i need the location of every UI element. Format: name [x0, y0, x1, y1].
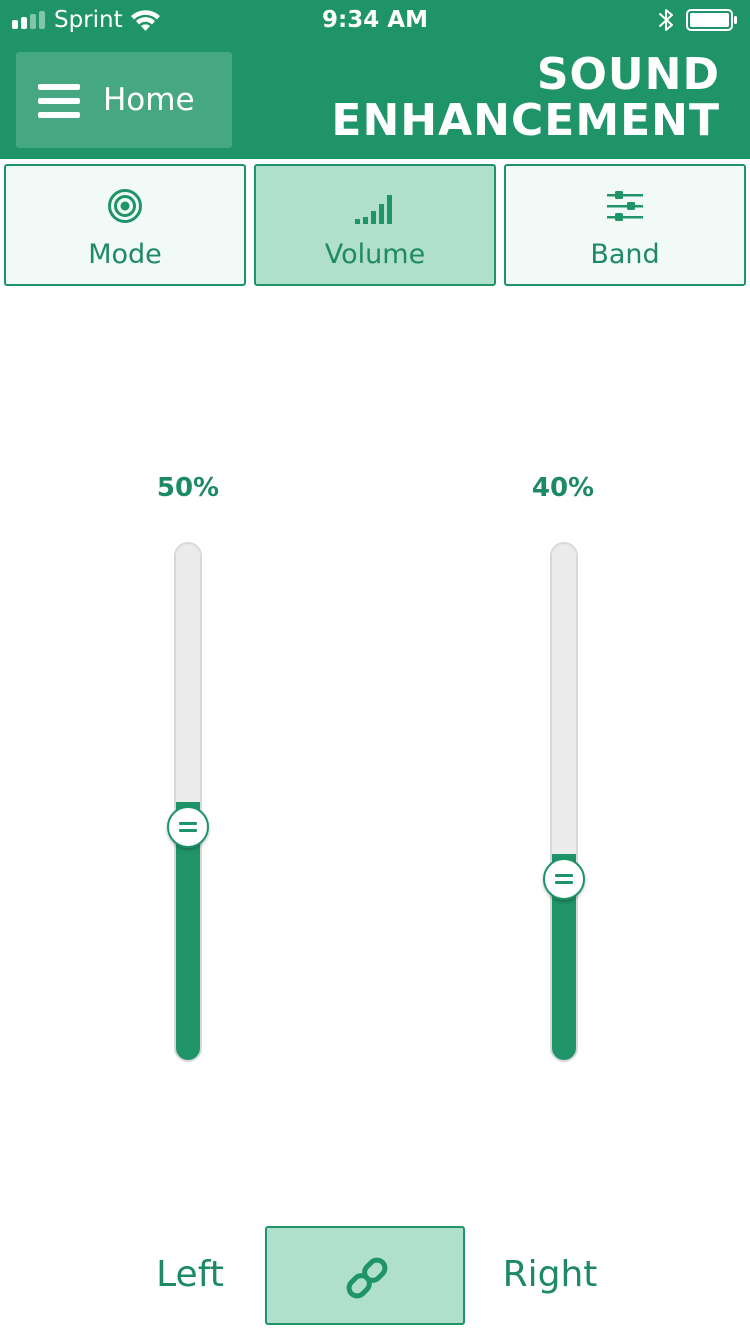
right-channel-label: Right: [502, 1254, 598, 1295]
left-volume-percent: 50%: [156, 473, 220, 503]
sliders-icon: [607, 191, 643, 221]
tab-volume[interactable]: Volume: [254, 164, 496, 286]
target-icon: [108, 189, 142, 223]
left-slider-track[interactable]: [174, 542, 202, 1062]
battery-icon: [686, 9, 737, 31]
left-volume-slider[interactable]: [167, 542, 209, 1062]
page-title-line-1: SOUND: [536, 49, 720, 100]
link-channels-button[interactable]: [265, 1226, 465, 1325]
left-channel-label: Left: [156, 1254, 224, 1295]
left-slider-thumb[interactable]: [167, 806, 209, 848]
home-label: Home: [103, 82, 195, 118]
hamburger-menu-icon: [38, 84, 80, 118]
right-volume-percent: 40%: [531, 473, 595, 503]
right-slider-track[interactable]: [550, 542, 578, 1062]
link-icon: [346, 1257, 388, 1299]
tab-mode[interactable]: Mode: [4, 164, 246, 286]
volume-bars-icon: [355, 195, 392, 224]
page-title-line-2: ENHANCEMENT: [331, 95, 720, 146]
wifi-icon: [131, 10, 160, 31]
tab-band[interactable]: Band: [504, 164, 746, 286]
right-volume-slider[interactable]: [543, 542, 585, 1062]
app-header: Sprint 9:34 AM Home SOUND ENHANCEMENT: [0, 0, 750, 159]
carrier-name: Sprint: [54, 7, 123, 33]
tab-mode-label: Mode: [88, 239, 162, 270]
tab-band-label: Band: [590, 239, 660, 270]
right-slider-thumb[interactable]: [543, 858, 585, 900]
status-bar: Sprint 9:34 AM: [0, 0, 750, 40]
tab-volume-label: Volume: [324, 239, 426, 270]
signal-icon: [12, 11, 45, 29]
page-title: SOUND ENHANCEMENT: [300, 52, 720, 144]
home-button[interactable]: Home: [16, 52, 232, 148]
bluetooth-icon: [659, 9, 673, 31]
status-time: 9:34 AM: [322, 7, 428, 33]
